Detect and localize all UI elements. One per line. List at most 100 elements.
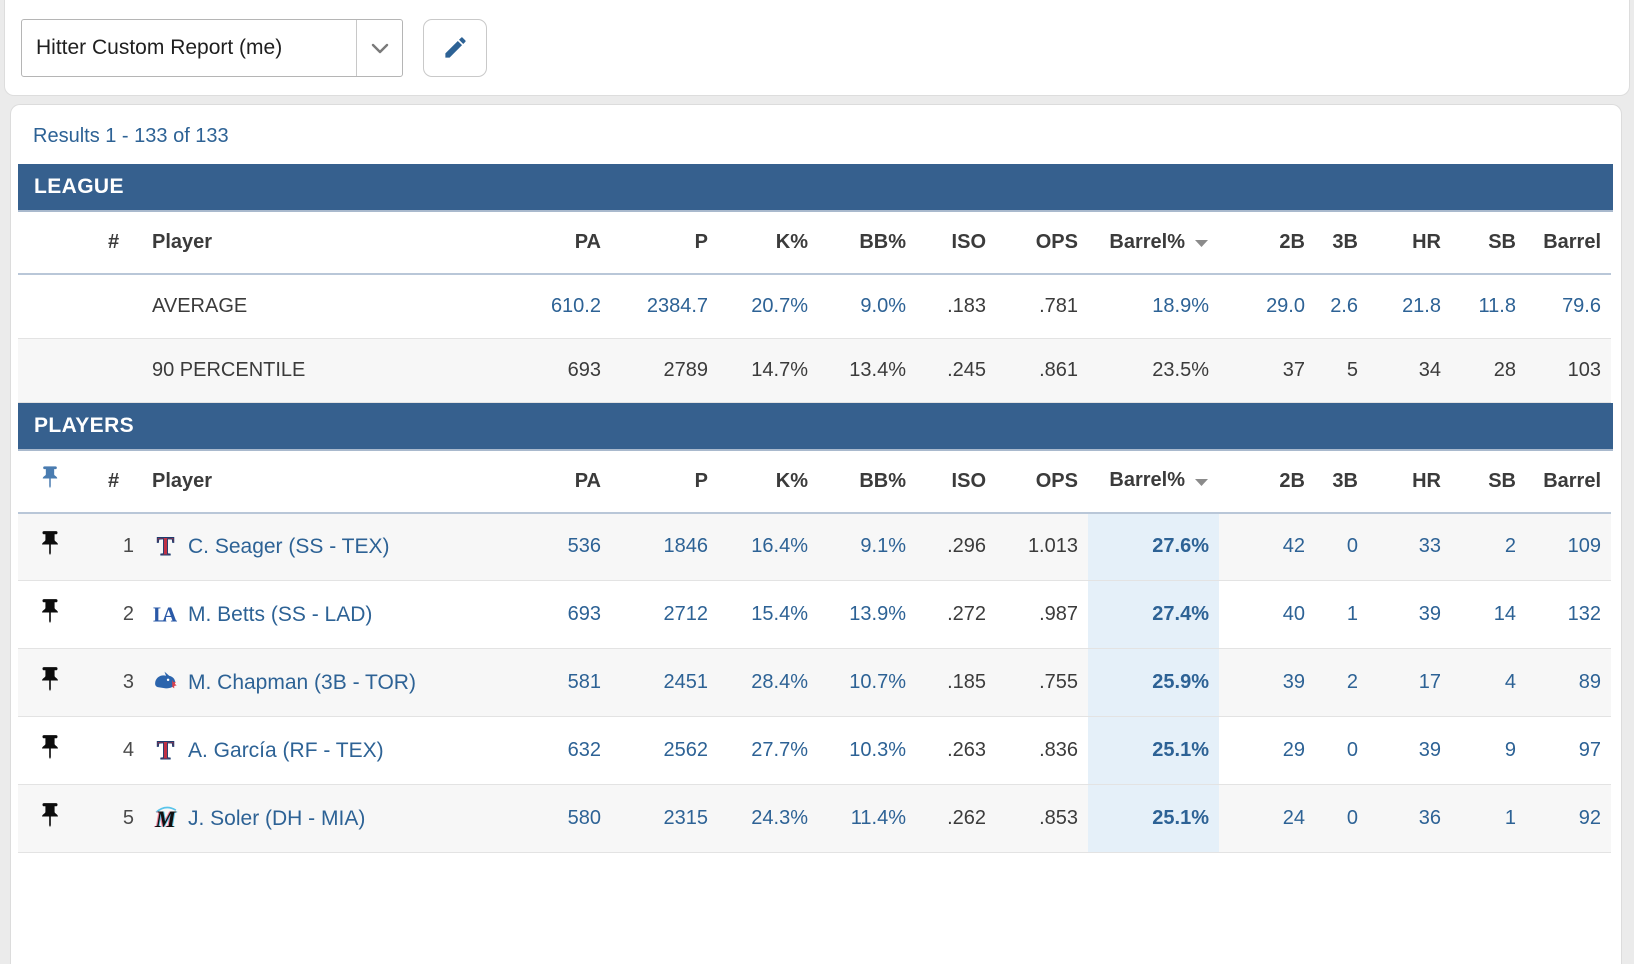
edit-report-button[interactable]	[423, 18, 487, 77]
league-row: AVERAGE 610.2 2384.7 20.7% 9.0% .183 .781 18.9%…	[18, 274, 1611, 338]
column-header-barrel[interactable]: Barrel	[1543, 231, 1601, 253]
column-header-iso[interactable]: ISO	[951, 469, 986, 492]
column-header-p[interactable]: P	[694, 231, 708, 253]
stat-cell: 5	[1346, 358, 1358, 381]
stat-cell: 29.0	[1266, 294, 1305, 317]
pin-cell	[18, 717, 82, 785]
results-panel: Results 1 - 133 of 133 LEAGUE # Player PA P…	[10, 104, 1622, 964]
column-header-rank[interactable]: #	[107, 469, 120, 492]
pencil-icon	[442, 34, 469, 61]
column-header-rank[interactable]: #	[107, 231, 120, 253]
stat-cell: .836	[1039, 739, 1078, 761]
column-header-p[interactable]: P	[694, 469, 708, 492]
svg-text:T: T	[157, 533, 174, 560]
topbar: Hitter Custom Report (me)	[4, 0, 1630, 96]
stat-cell: 2	[1346, 671, 1358, 693]
player-row: 2 L A M. Betts (SS - LAD) 693 2712 15.4% 13.9%.…	[18, 580, 1611, 649]
report-select[interactable]: Hitter Custom Report (me)	[21, 18, 403, 77]
pin-icon[interactable]	[39, 529, 61, 559]
rank-cell: 1	[122, 535, 134, 558]
stat-cell: 97	[1578, 739, 1601, 761]
league-row: 90 PERCENTILE 693 2789 14.7% 13.4% .245 .861 23…	[18, 338, 1611, 402]
chevron-down-icon[interactable]	[356, 19, 402, 76]
column-header-iso[interactable]: ISO	[951, 231, 986, 253]
sort-desc-icon	[1194, 231, 1209, 254]
stat-cell: 18.9%	[1152, 294, 1209, 317]
rank-cell: 5	[122, 807, 134, 829]
stat-cell: 25.9%	[1088, 648, 1219, 717]
pin-cell-empty	[18, 338, 82, 402]
players-table-body: 1 T C. Seager (SS - TEX) 536 1846 16.4% 9.1% .2…	[18, 512, 1611, 853]
stat-cell: 11.8	[1478, 294, 1516, 317]
player-link[interactable]: A. García (RF - TEX)	[188, 738, 384, 762]
stat-cell: 2.6	[1330, 294, 1358, 317]
column-header-player[interactable]: Player	[152, 231, 213, 253]
stat-cell: 0	[1346, 807, 1358, 829]
stat-cell: 0	[1346, 535, 1358, 558]
player-cell: L A M. Betts (SS - LAD)	[144, 581, 515, 649]
player-link[interactable]: C. Seager (SS - TEX)	[188, 534, 390, 558]
stat-cell: 14.7%	[751, 358, 808, 381]
section-header-players: PLAYERS	[18, 402, 1613, 451]
rank-cell: 4	[122, 739, 134, 761]
column-header-pa[interactable]: PA	[574, 231, 601, 253]
column-header-pa[interactable]: PA	[574, 469, 601, 492]
section-header-players-label: PLAYERS	[34, 413, 135, 437]
stat-cell: .262	[947, 807, 986, 829]
stat-cell: 15.4%	[751, 603, 808, 625]
league-table: # Player PA P K% BB% ISO OPS Barrel% 2B 3B HR SB Barr…	[18, 212, 1611, 403]
column-header-barrelpct[interactable]: Barrel%	[1088, 212, 1219, 274]
pin-icon[interactable]	[39, 665, 61, 695]
pin-cell	[18, 581, 82, 649]
player-link[interactable]: M. Chapman (3B - TOR)	[188, 670, 416, 694]
column-header-bbpct[interactable]: BB%	[859, 231, 906, 253]
pin-column-header[interactable]	[18, 451, 82, 513]
stat-cell: 13.9%	[849, 603, 906, 625]
results-count: Results 1 - 133 of 133	[33, 125, 229, 147]
stat-cell: 1	[1346, 603, 1358, 625]
pin-icon[interactable]	[39, 733, 61, 763]
player-link[interactable]: M. Betts (SS - LAD)	[188, 602, 373, 626]
column-header-kpct[interactable]: K%	[775, 231, 808, 253]
stat-cell: .755	[1039, 671, 1078, 693]
stat-cell: 693	[567, 358, 601, 381]
column-header-ops[interactable]: OPS	[1035, 469, 1078, 492]
column-header-player[interactable]: Player	[152, 469, 213, 492]
pin-icon[interactable]	[39, 597, 61, 627]
pin-icon[interactable]	[40, 465, 60, 491]
column-header-kpct[interactable]: K%	[775, 469, 808, 492]
pin-icon[interactable]	[39, 801, 61, 831]
stat-cell: 103	[1567, 358, 1601, 381]
pin-cell	[18, 649, 82, 717]
players-table-header: # Player PA P K% BB% ISO OPS Barrel% 2B 3B HR SB Barr…	[18, 451, 1611, 513]
column-header-3b[interactable]: 3B	[1332, 231, 1358, 253]
column-header-sb[interactable]: SB	[1488, 469, 1516, 492]
column-header-sb[interactable]: SB	[1488, 231, 1516, 253]
stat-cell: 1846	[663, 535, 709, 558]
player-link[interactable]: J. Soler (DH - MIA)	[188, 806, 366, 830]
stat-cell: .296	[947, 535, 986, 558]
stat-cell: 27.7%	[751, 739, 808, 761]
column-header-hr[interactable]: HR	[1412, 469, 1441, 492]
team-logo-tor	[152, 669, 179, 696]
stat-cell: 10.3%	[849, 739, 906, 761]
column-header-3b[interactable]: 3B	[1332, 469, 1358, 492]
stat-cell: 9	[1504, 739, 1516, 761]
league-row-label: AVERAGE	[152, 294, 248, 317]
stat-cell: 13.4%	[849, 358, 906, 381]
column-header-barrel[interactable]: Barrel	[1543, 469, 1601, 492]
column-header-2b[interactable]: 2B	[1279, 231, 1305, 253]
column-header-barrelpct[interactable]: Barrel%	[1088, 451, 1219, 513]
team-logo-tex: T	[152, 737, 179, 764]
stat-cell: 0	[1346, 739, 1358, 761]
stat-cell: 632	[567, 739, 601, 761]
stat-cell: 27.6%	[1088, 512, 1219, 581]
column-header-bbpct[interactable]: BB%	[859, 469, 906, 492]
stat-cell: 20.7%	[751, 294, 808, 317]
stat-cell: 24	[1282, 807, 1305, 829]
stat-cell: 34	[1418, 358, 1441, 381]
column-header-2b[interactable]: 2B	[1279, 469, 1305, 492]
stat-cell: 27.4%	[1088, 580, 1219, 649]
column-header-hr[interactable]: HR	[1412, 231, 1441, 253]
column-header-ops[interactable]: OPS	[1035, 231, 1078, 253]
